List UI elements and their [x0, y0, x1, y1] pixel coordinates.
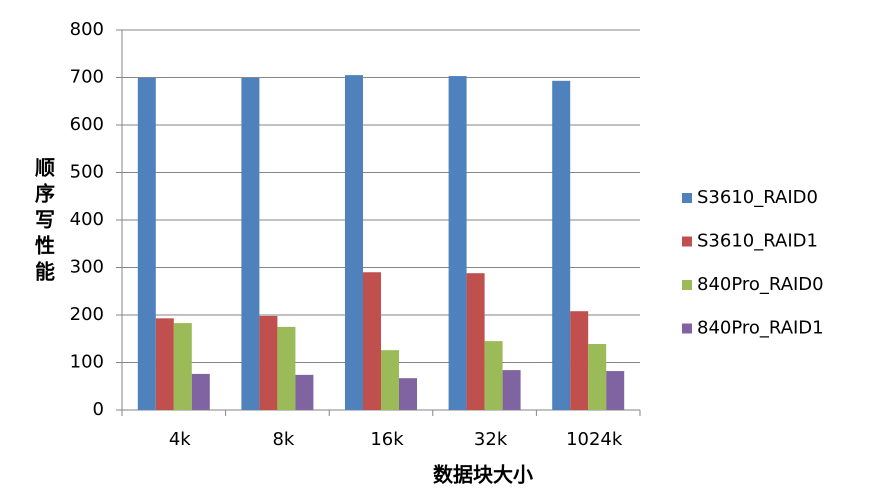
bar	[552, 80, 571, 410]
y-tick-label: 800	[70, 19, 104, 40]
bar	[502, 370, 521, 410]
bar	[173, 323, 192, 410]
bar	[606, 371, 625, 410]
bar	[191, 373, 210, 410]
bar	[241, 77, 260, 410]
legend-label: 840Pro_RAID1	[697, 318, 824, 339]
legend-swatch	[682, 236, 692, 247]
legend-swatch	[682, 323, 692, 334]
x-tick-label: 8k	[272, 429, 294, 450]
legend-swatch	[682, 193, 692, 203]
bar	[588, 343, 607, 410]
legend-label: S3610_RAID0	[697, 187, 818, 208]
y-tick-label: 500	[70, 162, 104, 183]
y-tick-label: 300	[70, 257, 104, 278]
x-tick-label: 1024k	[566, 429, 623, 450]
x-tick-label: 4k	[169, 429, 191, 450]
bar	[570, 311, 589, 410]
bar	[137, 77, 156, 410]
x-tick-label: 16k	[370, 429, 404, 450]
legend-label: 840Pro_RAID0	[697, 274, 824, 295]
x-axis-title: 数据块大小	[433, 463, 533, 487]
bar	[466, 273, 485, 410]
bar	[399, 378, 417, 410]
legend-label: S3610_RAID1	[697, 231, 818, 252]
y-tick-label: 200	[70, 304, 104, 325]
bar	[381, 350, 399, 410]
y-tick-label: 100	[70, 352, 104, 373]
y-tick-label: 700	[70, 67, 104, 88]
y-axis-title: 顺序写性能	[32, 157, 56, 287]
bar	[363, 272, 381, 410]
bar	[277, 326, 296, 410]
x-tick-label: 32k	[474, 429, 508, 450]
bar	[155, 318, 174, 410]
y-tick-label: 400	[70, 209, 104, 230]
bar	[448, 76, 467, 410]
y-tick-label: 600	[70, 114, 104, 135]
y-tick-label: 0	[93, 399, 104, 420]
bar	[295, 374, 314, 410]
bar	[259, 315, 278, 410]
legend-swatch	[682, 280, 692, 290]
bar	[484, 341, 503, 410]
bar	[345, 75, 363, 410]
